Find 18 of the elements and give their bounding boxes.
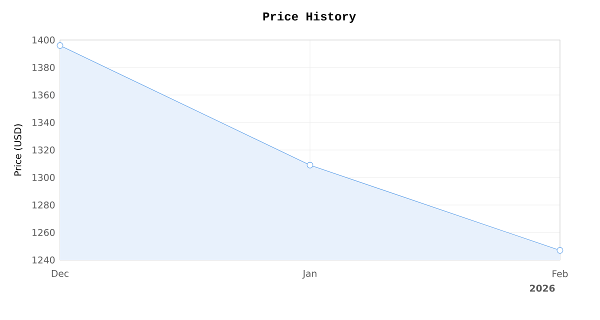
x-tick-label: Feb: [552, 270, 568, 278]
point: [56, 42, 64, 49]
y-tick-label: 1360: [32, 91, 55, 99]
y-tick-label: 1380: [32, 64, 55, 72]
y-tick-label: 1300: [32, 174, 55, 182]
y-tick-label: 1260: [32, 228, 55, 236]
text: 2026: [530, 284, 555, 292]
x-tick-label: Dec: [52, 270, 68, 277]
x-tick-label: Jan: [302, 270, 316, 279]
y-tick-label: 1320: [32, 146, 55, 154]
y-tick-label: 1340: [32, 118, 55, 126]
point: [306, 162, 314, 168]
y-tick-label: 1400: [32, 36, 55, 44]
point: [556, 247, 564, 254]
y-tick-label: 1280: [32, 201, 55, 209]
y-axis-title: Price (USD): [14, 124, 22, 176]
y-tick-label: 1240: [32, 256, 55, 264]
chart-title: Price History: [263, 12, 356, 23]
